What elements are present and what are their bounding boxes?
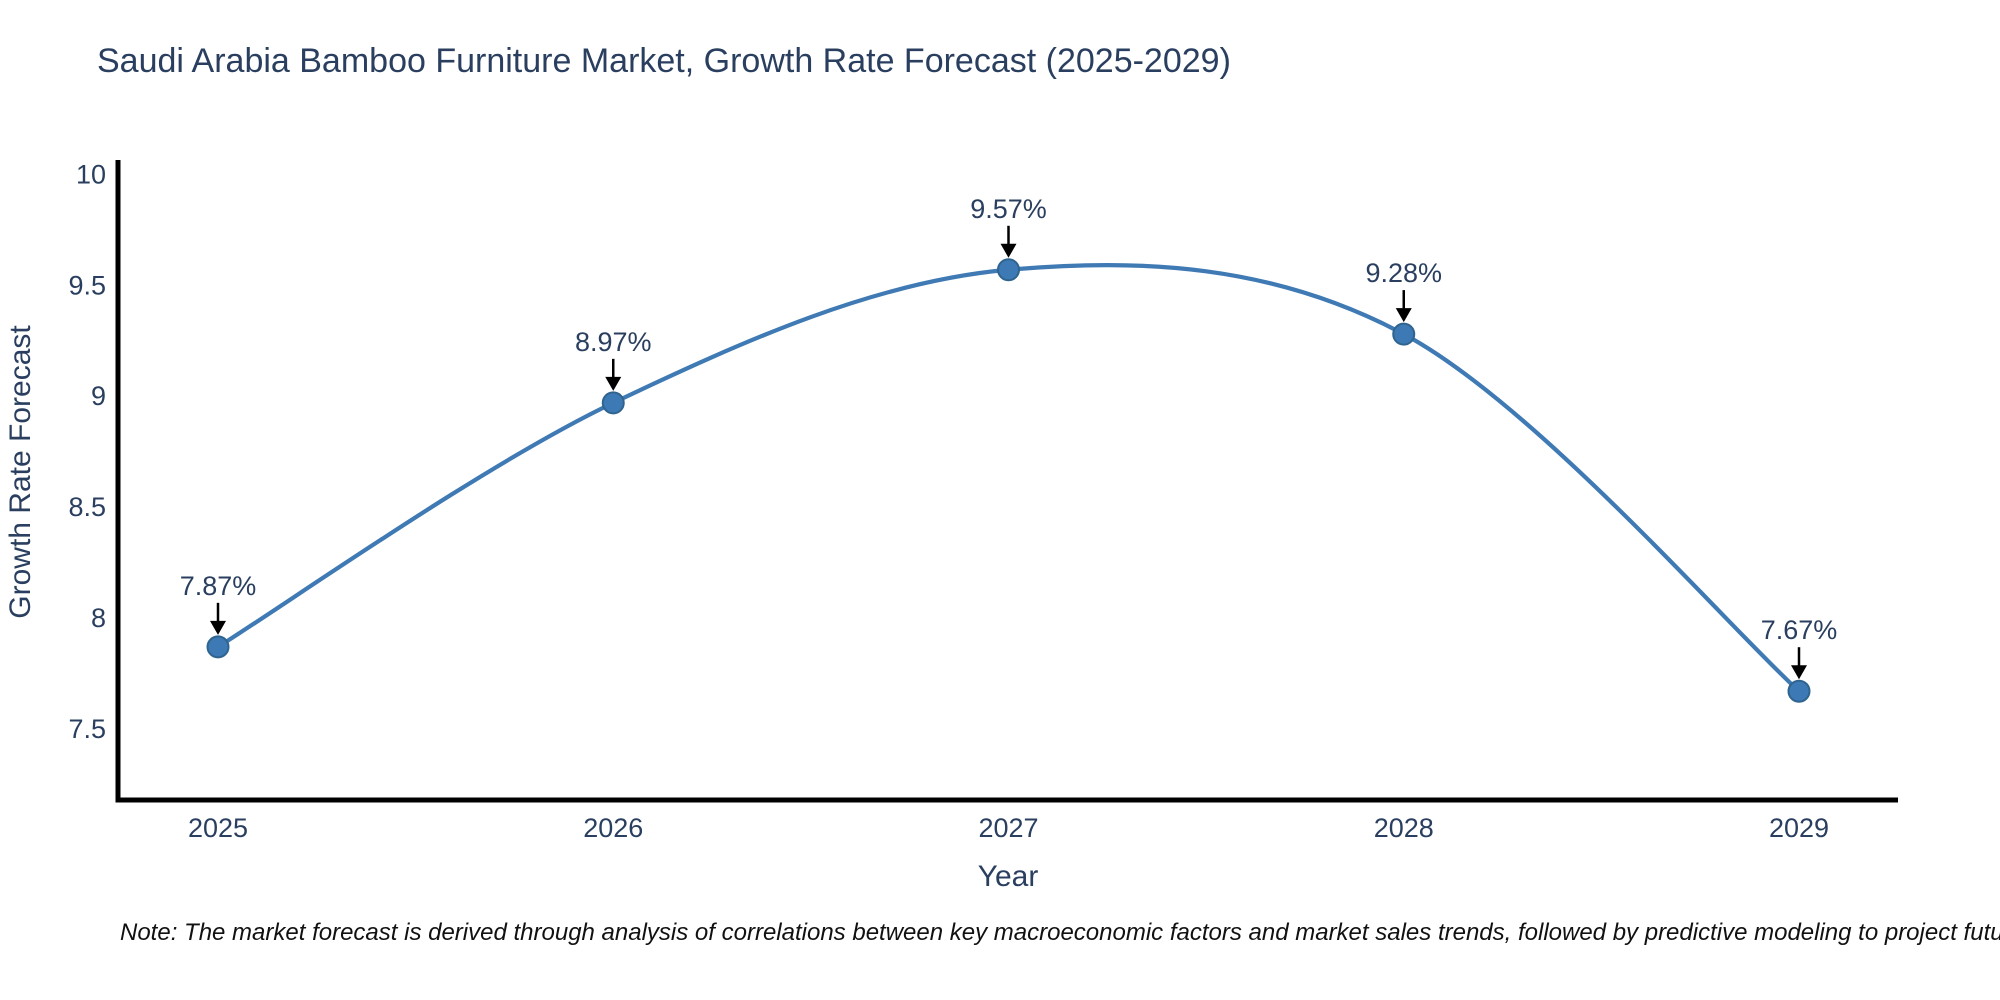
y-axis-title: Growth Rate Forecast bbox=[4, 325, 37, 619]
footnote: Note: The market forecast is derived thr… bbox=[120, 919, 2000, 946]
x-tick-label: 2025 bbox=[188, 813, 248, 843]
point-label: 9.28% bbox=[1365, 258, 1442, 288]
annotation-2029: 7.67% bbox=[1761, 615, 1838, 680]
axes bbox=[115, 160, 1898, 803]
y-tick-labels: 7.5 8 8.5 9 9.5 10 bbox=[68, 159, 106, 744]
annotation-2027: 9.57% bbox=[970, 194, 1047, 258]
point-label: 8.97% bbox=[575, 327, 652, 357]
y-tick-label: 8 bbox=[91, 603, 106, 633]
annotation-2026: 8.97% bbox=[575, 327, 652, 391]
point-label: 7.67% bbox=[1761, 615, 1838, 645]
y-tick-label: 9 bbox=[91, 381, 106, 411]
annotation-arrowhead-icon bbox=[1395, 308, 1412, 323]
annotation-arrowhead-icon bbox=[1791, 665, 1807, 680]
data-point-2027 bbox=[997, 258, 1020, 282]
y-tick-label: 7.5 bbox=[68, 714, 106, 744]
point-annotations: 7.87% 8.97% 9.57% 9.28% 7.67% bbox=[180, 194, 1838, 680]
data-point-2026 bbox=[601, 391, 625, 415]
x-tick-label: 2028 bbox=[1374, 813, 1434, 843]
chart-title: Saudi Arabia Bamboo Furniture Market, Gr… bbox=[97, 42, 1231, 80]
line-series bbox=[206, 258, 1811, 703]
y-tick-label: 10 bbox=[76, 159, 106, 189]
x-axis-title: Year bbox=[978, 860, 1039, 893]
annotation-arrowhead-icon bbox=[1000, 243, 1017, 258]
x-tick-label: 2029 bbox=[1769, 813, 1829, 843]
x-tick-label: 2027 bbox=[978, 813, 1038, 843]
y-tick-label: 8.5 bbox=[68, 492, 106, 522]
data-point-2028 bbox=[1392, 322, 1416, 346]
annotation-arrowhead-icon bbox=[210, 620, 226, 635]
x-tick-labels: 2025 2026 2027 2028 2029 bbox=[188, 813, 1829, 843]
y-tick-label: 9.5 bbox=[68, 270, 106, 300]
annotation-2025: 7.87% bbox=[180, 571, 257, 635]
annotation-arrowhead-icon bbox=[605, 376, 622, 391]
point-label: 9.57% bbox=[970, 194, 1047, 224]
growth-rate-line bbox=[215, 263, 1802, 694]
point-label: 7.87% bbox=[180, 571, 257, 601]
annotation-2028: 9.28% bbox=[1365, 258, 1442, 323]
x-tick-label: 2026 bbox=[583, 813, 643, 843]
data-point-2029 bbox=[1787, 679, 1811, 703]
data-point-2025 bbox=[206, 635, 230, 659]
